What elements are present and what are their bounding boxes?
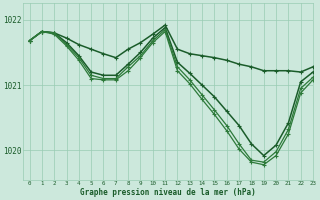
X-axis label: Graphe pression niveau de la mer (hPa): Graphe pression niveau de la mer (hPa) xyxy=(80,188,256,197)
